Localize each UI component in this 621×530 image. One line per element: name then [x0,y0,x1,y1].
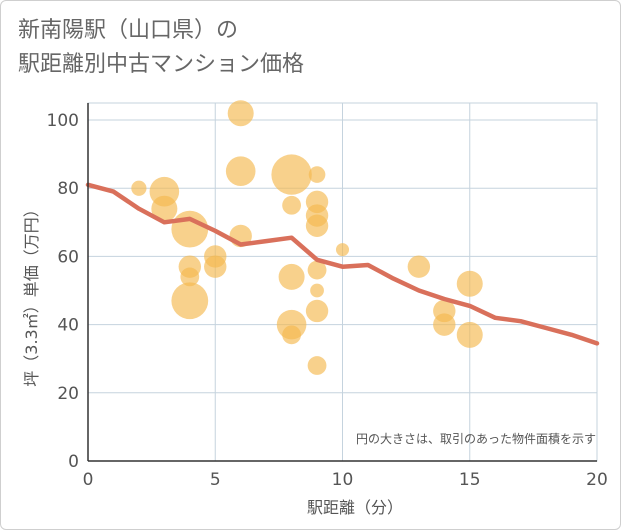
bubble-point [151,195,178,222]
bubble-point [282,195,301,215]
y-tick-label: 80 [57,179,79,199]
bubble-point [433,313,456,336]
bubble-series [131,100,483,375]
bubble-point [204,255,227,278]
chart-title: 新南陽駅（山口県）の 駅距離別中古マンション価格 [18,14,304,82]
trend-line [85,182,600,346]
bubble-point [131,180,147,196]
trend-line-series [85,182,600,346]
bubble-point [308,166,326,183]
bubble-point [456,321,483,348]
bubble-point [225,156,256,186]
size-annotation: 円の大きさは、取引のあった物件面積を示す [356,431,596,446]
title-line-2: 駅距離別中古マンション価格 [18,52,305,77]
bubble-point [271,154,312,195]
bubble-point [305,299,329,323]
bubble-point [310,283,324,298]
bubble-point [282,325,301,345]
x-tick-label: 5 [210,470,221,490]
bubble-point [278,263,305,290]
y-tick-label: 40 [57,316,79,336]
x-tick-label: 15 [459,470,481,490]
x-axis-label: 駅距離（分） [307,498,403,517]
x-tick-label: 10 [332,470,354,490]
bubble-point [305,214,329,237]
bubble-point [180,267,200,287]
title-line-1: 新南陽駅（山口県）の [18,18,239,43]
y-tick-label: 0 [68,452,79,472]
y-tick-label: 60 [57,247,79,267]
x-tick-label: 20 [586,470,608,490]
y-tick-label: 100 [47,111,79,131]
bubble-point [227,100,254,127]
bubble-point [307,356,327,375]
axes: 0 20 40 60 80 100 0 5 10 15 20 [47,103,608,490]
y-axis-label: 坪（3.3㎡）単価（万円） [22,201,41,386]
bubble-point [335,243,350,257]
x-tick-label: 0 [83,470,94,490]
bubble-point [456,270,483,297]
bubble-point [171,282,209,320]
bubble-point [171,210,209,248]
bubble-point [407,255,431,278]
y-tick-label: 20 [57,384,79,404]
grid-lines [87,102,598,462]
bubble-point [307,260,327,280]
